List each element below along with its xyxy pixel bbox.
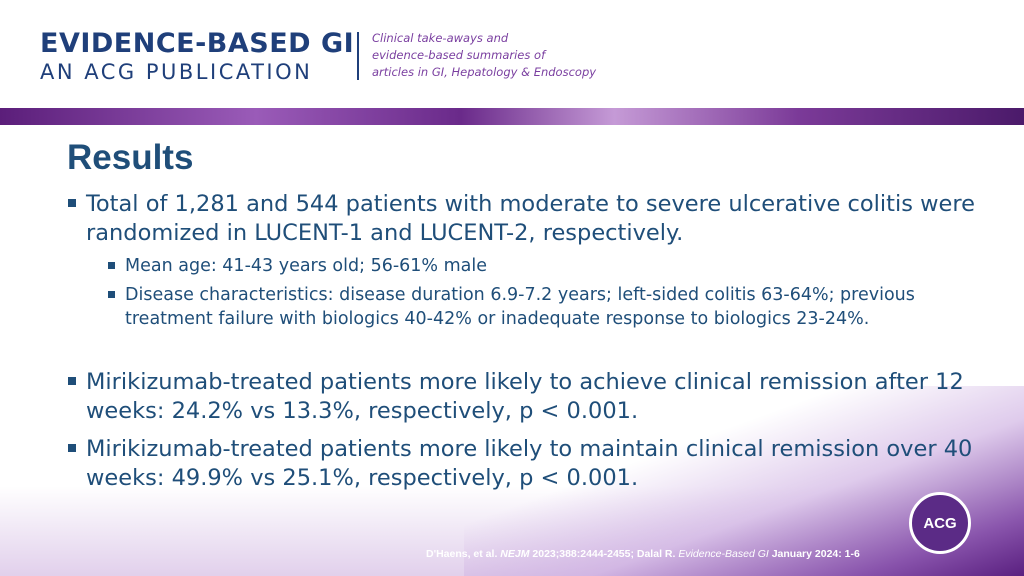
- bullet-item: Total of 1,281 and 544 patients with mod…: [68, 190, 1008, 248]
- bullet-item: Mirikizumab-treated patients more likely…: [68, 368, 1008, 426]
- tagline-line: articles in GI, Hepatology & Endoscopy: [372, 65, 597, 79]
- acg-logo: ACG: [909, 492, 971, 554]
- decorative-band: [0, 108, 1024, 125]
- citation-journal: NEJM: [500, 548, 530, 560]
- tagline-line: evidence-based summaries of: [372, 48, 546, 62]
- brand-divider: [357, 32, 359, 80]
- slide-title: Results: [67, 138, 194, 177]
- citation-part: D'Haens, et al.: [426, 548, 501, 560]
- brand-tagline: Clinical take-aways and evidence-based s…: [372, 30, 596, 81]
- bullet-item: Mirikizumab-treated patients more likely…: [68, 435, 1008, 493]
- header: EVIDENCE-BASED GI AN ACG PUBLICATION Cli…: [0, 0, 1024, 108]
- citation-part: January 2024: 1-6: [768, 548, 860, 560]
- brand-title: EVIDENCE-BASED GI: [40, 28, 355, 59]
- brand-subtitle: AN ACG PUBLICATION: [40, 60, 313, 84]
- acg-logo-text: ACG: [923, 514, 957, 532]
- sub-bullet-item: Mean age: 41-43 years old; 56-61% male: [108, 254, 968, 278]
- citation-footer: D'Haens, et al. NEJM 2023;388:2444-2455;…: [426, 548, 860, 560]
- tagline-line: Clinical take-aways and: [372, 31, 509, 45]
- slide-content-area: [0, 125, 1024, 576]
- citation-journal: Evidence-Based GI: [678, 548, 769, 560]
- citation-part: 2023;388:2444-2455; Dalal R.: [529, 548, 679, 560]
- sub-bullet-item: Disease characteristics: disease duratio…: [108, 283, 968, 331]
